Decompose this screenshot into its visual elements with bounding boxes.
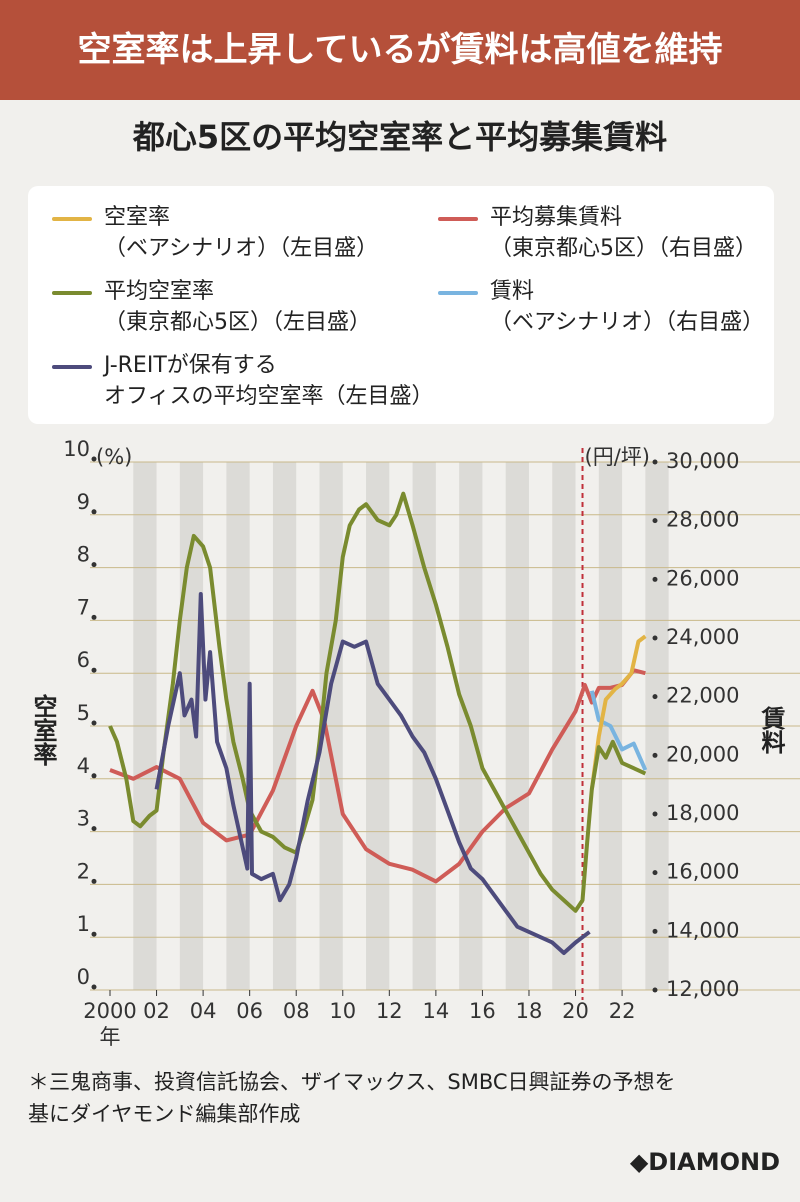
y2-tick — [652, 928, 658, 934]
y2-tick-label: 24,000 — [666, 625, 739, 649]
y2-tick — [652, 635, 658, 641]
y2-tick — [652, 518, 658, 524]
y-tick-label: 5 — [77, 701, 90, 725]
y2-tick-label: 30,000 — [666, 449, 739, 473]
legend: 空室率 （ベアシナリオ）（左目盛） 平均募集賃料 （東京都心5区）（右目盛） 平均空… — [28, 186, 774, 424]
y-tick — [91, 878, 97, 884]
legend-label: 空室率 （ベアシナリオ）（左目盛） — [104, 205, 379, 261]
y-axis-title: 空室率 — [29, 693, 57, 766]
y2-tick — [652, 752, 658, 758]
chart-title: 都心5区の平均空室率と平均募集賃料 — [132, 118, 668, 156]
legend-entry: 賃料 （ベアシナリオ）（右目盛） — [438, 276, 764, 338]
y-tick — [91, 720, 97, 726]
x-tick-label: 08 — [283, 999, 310, 1023]
legend-entry: 平均空室率 （東京都心5区）（左目盛） — [52, 276, 371, 338]
x-tick-label: 22 — [609, 999, 636, 1023]
y2-unit: (円/坪) — [585, 445, 650, 469]
x-tick-label: 18 — [516, 999, 543, 1023]
legend-swatch — [52, 365, 92, 369]
y-tick — [91, 562, 97, 568]
y-tick-label: 9 — [77, 490, 90, 514]
legend-entry: 空室率 （ベアシナリオ）（左目盛） — [52, 202, 378, 264]
y2-tick-label: 22,000 — [666, 684, 739, 708]
x-tick-label: 16 — [469, 999, 496, 1023]
y2-tick-label: 28,000 — [666, 508, 739, 532]
chart: 01234567891012,00014,00016,00018,00020,0… — [29, 437, 800, 1049]
x-tick-label: 12 — [376, 999, 403, 1023]
legend-entry: 平均募集賃料 （東京都心5区）（右目盛） — [438, 202, 757, 264]
y2-tick-label: 26,000 — [666, 566, 739, 590]
y-tick-label: 7 — [77, 595, 90, 619]
legend-label: 平均空室率 （東京都心5区）（左目盛） — [104, 279, 371, 335]
y2-tick — [652, 987, 658, 993]
y-tick — [91, 667, 97, 673]
y-tick-label: 8 — [77, 543, 90, 567]
x-tick-label: 10 — [329, 999, 356, 1023]
y2-tick — [652, 459, 658, 465]
y-tick-label: 3 — [77, 807, 90, 831]
series-line — [589, 634, 647, 790]
y-tick — [91, 931, 97, 937]
y-tick-label: 0 — [77, 965, 90, 989]
y2-tick-label: 12,000 — [666, 977, 739, 1001]
y2-tick-label: 20,000 — [666, 742, 739, 766]
legend-swatch — [52, 291, 92, 295]
logo: ◆DIAMOND — [629, 1148, 780, 1176]
y2-tick — [652, 576, 658, 582]
y-tick-label: 4 — [77, 754, 90, 778]
x-tick-label: 06 — [236, 999, 263, 1023]
y-tick — [91, 456, 97, 462]
legend-label: 平均募集賃料 （東京都心5区）（右目盛） — [490, 205, 757, 261]
legend-label: 賃料 （ベアシナリオ）（右目盛） — [490, 279, 765, 335]
x-tick-label: 20 — [562, 999, 589, 1023]
x-tick-label: 04 — [190, 999, 217, 1023]
y2-tick-label: 14,000 — [666, 918, 739, 942]
legend-swatch — [438, 217, 478, 221]
legend-swatch — [438, 291, 478, 295]
y-tick — [91, 614, 97, 620]
legend-entry: J-REITが保有する オフィスの平均空室率（左目盛） — [52, 350, 434, 412]
y2-tick-label: 18,000 — [666, 801, 739, 825]
y-tick-label: 2 — [77, 859, 90, 883]
x-tick-label: 14 — [423, 999, 450, 1023]
x-tick-label: 2000 — [83, 999, 136, 1023]
series-line — [154, 592, 591, 956]
y2-tick-label: 16,000 — [666, 860, 739, 884]
banner-title: 空室率は上昇しているが賃料は高値を維持 — [0, 0, 800, 100]
y-tick — [91, 773, 97, 779]
y-tick-label: 10 — [63, 437, 90, 461]
y2-tick — [652, 870, 658, 876]
y-tick — [91, 826, 97, 832]
y-tick-label: 6 — [77, 648, 90, 672]
y-unit: (%) — [96, 445, 132, 469]
y2-axis-title: 賃料 — [757, 705, 786, 754]
y-tick-label: 1 — [77, 912, 90, 936]
y-tick — [91, 509, 97, 515]
legend-label: J-REITが保有する オフィスの平均空室率（左目盛） — [104, 353, 434, 409]
series-line — [589, 690, 648, 771]
y2-tick — [652, 694, 658, 700]
footnote: ＊三鬼商事、投資信託協会、ザイマックス、SMBC日興証券の予想を 基にダイヤモン… — [28, 1070, 676, 1126]
x-tick-label: 02 — [143, 999, 170, 1023]
y2-tick — [652, 811, 658, 817]
y-tick — [91, 984, 97, 990]
legend-swatch — [52, 217, 92, 221]
series-line — [108, 491, 647, 913]
x-unit: 年 — [100, 1025, 121, 1049]
